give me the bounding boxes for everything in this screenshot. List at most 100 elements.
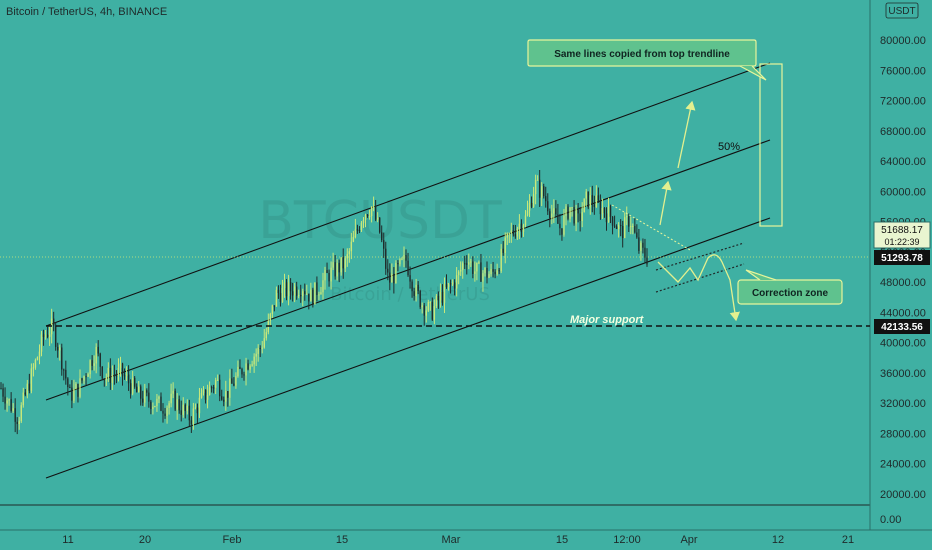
candlestick-series[interactable] [0, 170, 648, 435]
correction-zone-upper[interactable] [655, 242, 745, 271]
candle-body [162, 410, 164, 414]
candle-body [135, 386, 138, 393]
arrow-up-short[interactable] [659, 180, 672, 226]
candle-body [166, 407, 168, 416]
candle-body [4, 396, 6, 404]
currency-button[interactable]: USDT [885, 2, 919, 19]
candle-body [453, 282, 456, 289]
upper-trendline[interactable] [45, 62, 771, 327]
candle-body [144, 390, 146, 403]
fifty-percent-label: 50% [718, 141, 740, 153]
candle-body [549, 211, 551, 219]
candle-body [387, 268, 389, 273]
callout-correction[interactable]: Correction zone [737, 269, 843, 305]
candle-body [300, 295, 302, 297]
candle-body [326, 270, 328, 273]
candle-body [6, 400, 8, 404]
candle-body [433, 306, 436, 320]
candle-body [89, 360, 91, 375]
candle-body [123, 375, 126, 377]
price-tick-label: 36000.00 [880, 368, 926, 380]
candle-body [314, 282, 316, 305]
callout-top[interactable]: Same lines copied from top trendline [527, 39, 767, 81]
candle-body [607, 206, 610, 223]
time-tick-label: Feb [223, 534, 242, 546]
candle-body [95, 346, 97, 364]
price-tag-level[interactable]: 51293.78 [874, 250, 930, 265]
candle-body [591, 195, 594, 205]
candle-body [322, 280, 324, 293]
candle-body [174, 390, 176, 410]
price-tick-label: 32000.00 [880, 398, 926, 410]
candle-body [492, 269, 494, 272]
projection-arrows[interactable] [657, 100, 740, 322]
price-tick-label: 28000.00 [880, 428, 926, 440]
candle-body [595, 195, 598, 207]
candle-body [263, 338, 265, 348]
candle-body [540, 186, 543, 198]
candle-body [630, 226, 632, 228]
candle-body [443, 284, 446, 303]
candle-body [150, 401, 152, 410]
time-tick-label: 12:00 [613, 534, 641, 546]
candle-body [352, 237, 355, 242]
candle-body [360, 222, 363, 231]
projection-range-box[interactable] [759, 63, 783, 227]
candle-body [626, 216, 628, 218]
candle-body [113, 374, 116, 376]
arrow-correction-path[interactable] [657, 254, 740, 322]
candle-body [462, 263, 464, 270]
correction-zone-lower[interactable] [655, 263, 745, 293]
candle-body [265, 332, 267, 339]
candle-body [67, 378, 69, 388]
candle-body [146, 390, 148, 393]
candle-body [204, 389, 207, 400]
candle-body [417, 284, 419, 292]
candle-body [488, 274, 490, 278]
candle-body [421, 305, 423, 308]
time-tick-label: 12 [772, 534, 784, 546]
candle-body [93, 363, 95, 366]
candle-body [328, 272, 330, 282]
price-axis[interactable]: 80000.00 76000.00 72000.00 68000.00 64000.00… [880, 35, 926, 501]
candle-body [40, 334, 43, 352]
candle-body [206, 395, 209, 400]
candle-body [253, 356, 255, 365]
callout-top-text: Same lines copied from top trendline [554, 49, 730, 60]
candle-body [484, 267, 486, 274]
price-tag-current[interactable]: 51688.17 01:22:39 [873, 221, 931, 249]
candle-body [271, 305, 274, 314]
candle-body [283, 282, 286, 288]
candle-body [429, 301, 432, 303]
support-price-value: 42133.56 [881, 322, 923, 333]
candle-body [200, 392, 203, 398]
price-tag-support[interactable]: 42133.56 [874, 319, 930, 334]
candle-body [573, 207, 575, 224]
candle-body [255, 353, 257, 357]
candle-body [178, 399, 180, 411]
candle-body [14, 408, 16, 422]
candle-body [561, 228, 563, 235]
candle-body [210, 387, 213, 389]
candle-body [42, 334, 45, 337]
candle-body [99, 353, 101, 367]
arrow-up-long[interactable] [677, 100, 696, 169]
candle-body [356, 229, 359, 231]
candle-body [498, 270, 500, 272]
time-tick-label: Mar [442, 534, 461, 546]
candle-body [642, 242, 644, 248]
candle-body [79, 378, 81, 397]
candle-body [332, 262, 334, 268]
candle-body [180, 410, 182, 415]
candle-body [589, 195, 591, 208]
candle-body [202, 389, 205, 393]
time-axis[interactable]: 11 20 Feb 15 Mar 15 12:00 Apr 12 21 [62, 534, 854, 546]
candle-body [223, 399, 225, 402]
candle-body [447, 283, 450, 287]
candle-body [585, 191, 587, 199]
candle-body [569, 207, 571, 219]
candle-body [567, 206, 569, 219]
candle-body [547, 201, 549, 212]
lower-trendline[interactable] [45, 217, 771, 479]
